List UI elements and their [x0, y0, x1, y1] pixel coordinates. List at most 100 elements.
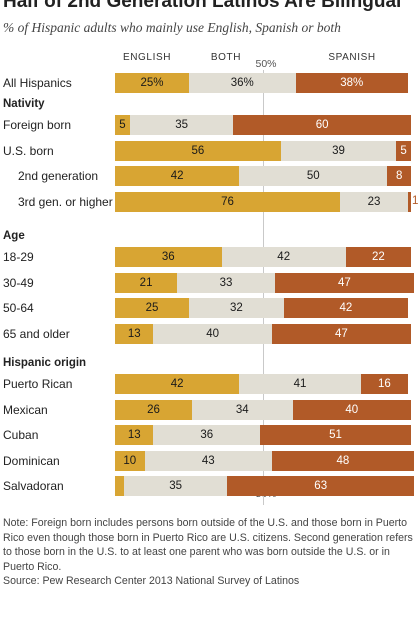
bar-value-label: 41 — [293, 378, 307, 390]
chart-subtitle: % of Hispanic adults who mainly use Engl… — [3, 20, 341, 35]
bar-segment-spanish: 48 — [271, 450, 414, 471]
bar-value-label: 32 — [229, 302, 243, 315]
bar-value-label: 47 — [335, 327, 348, 340]
row-label: 65 and older — [3, 326, 70, 341]
bar-value-label: 47 — [337, 276, 351, 289]
bar-segment-spanish: 22 — [345, 247, 411, 267]
bar-segment-both: 36 — [153, 425, 261, 446]
bar-segment-both: 42 — [221, 247, 346, 267]
bar-value-label: 43 — [201, 454, 215, 467]
bar-value-label: 35 — [175, 119, 188, 131]
column-header-english: ENGLISH — [122, 52, 172, 63]
bar-value-label: 42 — [170, 378, 184, 390]
section-header-2: Age — [3, 230, 25, 242]
bar-value-label: 21 — [139, 276, 153, 289]
bar-value-label: 22 — [372, 251, 385, 263]
bar-value-label: 40 — [206, 327, 220, 340]
bar-segment-english: 5 — [115, 115, 130, 135]
bar-value-label: 23 — [367, 195, 381, 208]
bar-segment-english: 25% — [115, 73, 189, 93]
bar-value-label: 42 — [170, 170, 184, 183]
bar-segment-english: 42 — [115, 374, 240, 394]
bar-value-label: 16 — [377, 378, 391, 390]
bar-segment-english: 21 — [115, 272, 178, 293]
column-header-both: BOTH — [210, 52, 242, 63]
bar-segment-english: 56 — [115, 140, 281, 161]
row-label: 3rd gen. or higher — [18, 194, 113, 209]
bar-segment-both: 35 — [129, 115, 234, 135]
bar-segment-both: 33 — [177, 272, 275, 293]
bar-segment-english: 76 — [115, 191, 340, 212]
row-label: Foreign born — [3, 118, 72, 132]
bar-value-label: 13 — [127, 327, 141, 340]
bar-segment-spanish: 5 — [396, 140, 411, 161]
bar-value-label: 40 — [345, 403, 359, 416]
bar-segment-spanish: 51 — [260, 425, 411, 446]
bar-segment-both: 23 — [339, 191, 409, 212]
bar-value-label: 26 — [147, 403, 160, 416]
bar-value-label: 33 — [219, 276, 233, 289]
row-label: 30-49 — [3, 275, 34, 290]
row-label: Dominican — [3, 453, 60, 468]
bar-segment-english: 42 — [115, 166, 240, 187]
bar-segment-spanish: 63 — [227, 476, 414, 497]
bar-segment-english — [115, 476, 124, 497]
bar-segment-english: 25 — [115, 298, 189, 319]
bar-segment-spanish — [408, 191, 411, 212]
bar-value-label: 60 — [315, 119, 329, 131]
bar-segment-both: 43 — [144, 450, 272, 471]
bar-segment-both: 50 — [239, 166, 388, 187]
bar-segment-spanish: 38% — [295, 73, 409, 93]
bar-segment-spanish: 42 — [283, 298, 409, 319]
bar-segment-both: 35 — [123, 476, 228, 497]
bar-value-label: 5 — [400, 144, 407, 157]
bar-segment-both: 32 — [189, 298, 284, 319]
row-label: Cuban — [3, 428, 39, 443]
bar-segment-both: 39 — [280, 140, 397, 161]
row-label: 2nd generation — [18, 169, 99, 184]
bar-value-label: 34 — [235, 403, 249, 416]
bar-value-label: 35 — [169, 480, 183, 493]
bar-value-label: 36 — [161, 251, 175, 263]
row-label: Mexican — [3, 402, 48, 417]
bar-value-label: 25% — [140, 77, 164, 89]
bar-value-label: 48 — [336, 454, 350, 467]
bar-segment-english: 10 — [115, 450, 145, 471]
bar-segment-both: 34 — [191, 399, 293, 420]
bar-value-label: 42 — [277, 251, 291, 263]
bar-value-label: 38% — [340, 77, 364, 89]
bar-segment-spanish: 8 — [387, 166, 411, 187]
bar-segment-spanish: 16 — [360, 374, 409, 394]
row-label: 50-64 — [3, 301, 34, 316]
bar-value-label: 56 — [191, 144, 205, 157]
section-header-3: Hispanic origin — [3, 357, 87, 369]
row-label: Puerto Rican — [3, 377, 73, 391]
row-label: Salvadoran — [3, 479, 64, 494]
bar-segment-both: 36% — [189, 73, 296, 93]
bar-value-label: 36% — [230, 77, 254, 89]
chart-note: Note: Foreign born includes persons born… — [3, 516, 415, 589]
bar-value-label: 50 — [306, 170, 320, 183]
bar-value-label: 13 — [127, 429, 141, 442]
bar-value-label: 63 — [314, 480, 328, 493]
bar-value-label: 42 — [339, 302, 353, 315]
column-header-spanish: SPANISH — [328, 52, 376, 63]
bar-segment-both: 41 — [239, 374, 361, 394]
bar-segment-both: 40 — [153, 323, 272, 344]
bar-segment-english: 36 — [115, 247, 222, 267]
bar-value-label: 1 — [412, 194, 419, 207]
midpoint-label-top: 50% — [255, 58, 277, 70]
bar-value-label: 36 — [200, 429, 214, 442]
bar-segment-spanish: 47 — [274, 272, 414, 293]
bar-value-label: 10 — [123, 454, 137, 467]
bar-value-label: 5 — [119, 119, 126, 131]
chart-title: Half of 2nd Generation Latinos Are Bilin… — [3, 0, 402, 12]
bar-value-label: 51 — [329, 429, 342, 442]
row-label: All Hispanics — [3, 76, 72, 90]
row-label: 18-29 — [3, 250, 34, 264]
bar-segment-spanish: 47 — [271, 323, 411, 344]
bar-segment-english: 13 — [115, 425, 154, 446]
bar-segment-english: 26 — [115, 399, 192, 420]
bar-value-label: 25 — [145, 302, 159, 315]
bar-segment-spanish: 60 — [233, 115, 411, 135]
